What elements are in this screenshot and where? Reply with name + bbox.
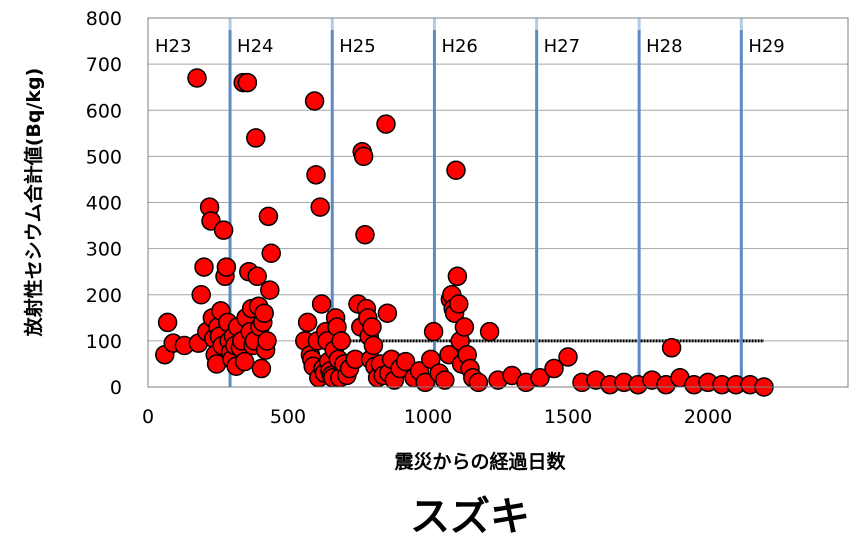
fiscal-year-label: H25 bbox=[339, 36, 375, 57]
data-point bbox=[331, 331, 351, 351]
y-tick-label: 400 bbox=[86, 193, 122, 215]
fiscal-year-label: H29 bbox=[748, 36, 784, 57]
data-point bbox=[376, 114, 396, 134]
fiscal-year-label: H26 bbox=[441, 36, 477, 57]
data-point bbox=[187, 68, 207, 88]
data-point bbox=[251, 358, 272, 379]
data-point bbox=[306, 165, 326, 185]
data-point bbox=[213, 220, 234, 240]
y-tick-label: 300 bbox=[86, 239, 122, 261]
y-tick-label: 200 bbox=[86, 285, 122, 307]
plot-area-frame bbox=[147, 17, 849, 388]
data-point bbox=[661, 338, 682, 358]
x-axis-title: 震災からの経過日数 bbox=[394, 450, 566, 473]
data-point bbox=[395, 351, 416, 372]
data-point bbox=[468, 372, 489, 393]
data-point bbox=[311, 294, 332, 314]
data-point bbox=[234, 351, 255, 372]
x-tick-label: 2000 bbox=[684, 406, 732, 428]
data-point bbox=[216, 257, 237, 277]
x-tick-label: 0 bbox=[142, 406, 154, 428]
y-tick-label: 600 bbox=[86, 100, 122, 122]
fiscal-year-labels: H23 H24 H25 H26 H27 H28 H29 bbox=[155, 36, 785, 57]
fiscal-year-label: H28 bbox=[646, 36, 682, 57]
x-tick-label: 1500 bbox=[544, 406, 592, 428]
y-tick-label: 700 bbox=[86, 54, 122, 76]
fiscal-year-label: H27 bbox=[544, 36, 580, 57]
x-tick-labels: 0 500 1000 1500 2000 bbox=[142, 406, 732, 428]
data-point bbox=[246, 128, 266, 148]
x-tick-label: 1000 bbox=[404, 406, 452, 428]
data-points bbox=[155, 68, 774, 397]
data-point bbox=[362, 317, 382, 337]
data-point bbox=[247, 266, 267, 287]
data-point bbox=[157, 312, 178, 333]
y-tick-labels: 0 100 200 300 400 500 600 700 800 bbox=[86, 8, 122, 399]
data-point bbox=[194, 257, 214, 277]
y-axis-title: 放射性セシウム合計値(Bq/kg) bbox=[22, 68, 45, 338]
fiscal-year-label: H23 bbox=[155, 36, 191, 57]
data-point bbox=[454, 317, 475, 337]
data-point bbox=[449, 294, 469, 314]
data-point bbox=[446, 160, 466, 180]
chart-title: スズキ bbox=[410, 494, 530, 540]
data-point bbox=[261, 243, 281, 263]
data-point bbox=[435, 370, 455, 390]
x-tick-label: 500 bbox=[270, 406, 306, 428]
fiscal-year-label: H24 bbox=[237, 36, 273, 57]
y-tick-label: 800 bbox=[86, 8, 122, 30]
y-tick-label: 0 bbox=[110, 377, 122, 399]
data-point bbox=[355, 225, 375, 245]
data-point bbox=[237, 72, 258, 93]
data-point bbox=[191, 285, 211, 305]
data-point bbox=[310, 197, 330, 217]
y-tick-label: 500 bbox=[86, 146, 122, 168]
data-point bbox=[260, 280, 280, 300]
data-point bbox=[558, 347, 578, 367]
data-point bbox=[447, 266, 468, 287]
data-point bbox=[363, 335, 384, 356]
data-point bbox=[479, 321, 500, 342]
data-point bbox=[254, 303, 274, 323]
data-point bbox=[258, 206, 279, 227]
data-point bbox=[353, 146, 374, 167]
data-point bbox=[377, 303, 398, 323]
data-point bbox=[544, 358, 564, 379]
data-point bbox=[423, 321, 444, 342]
data-point bbox=[304, 91, 325, 111]
data-point bbox=[297, 312, 318, 333]
data-point bbox=[257, 331, 277, 351]
y-tick-label: 100 bbox=[86, 331, 122, 353]
